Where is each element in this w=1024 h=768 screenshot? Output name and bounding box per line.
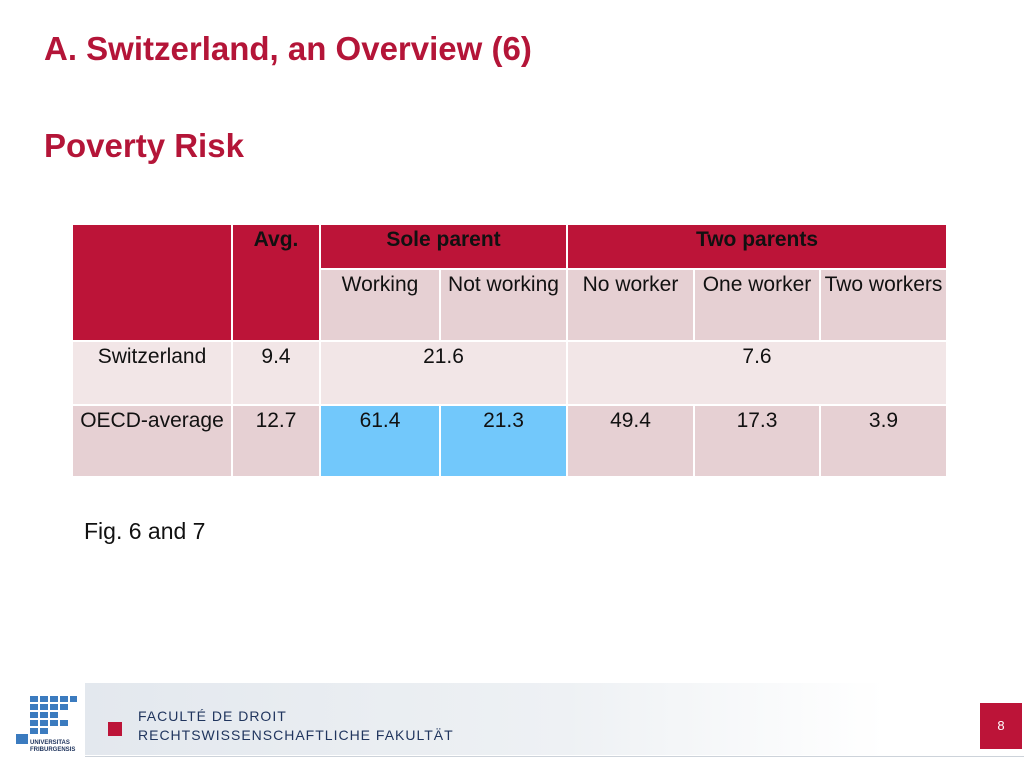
switzerland-avg: 9.4 xyxy=(233,342,319,404)
oecd-two-workers: 3.9 xyxy=(821,406,946,476)
subheader-two-workers: Two workers xyxy=(821,270,946,340)
table-row: OECD-average 12.7 61.4 21.3 49.4 17.3 3.… xyxy=(73,406,946,476)
subheader-one-worker: One worker xyxy=(695,270,819,340)
corner-header-cell xyxy=(73,225,231,340)
slide-title: A. Switzerland, an Overview (6) xyxy=(44,30,532,67)
oecd-avg: 12.7 xyxy=(233,406,319,476)
row-label-oecd-average: OECD-average xyxy=(73,406,231,476)
faculty-marker-icon xyxy=(108,722,122,736)
header-two-parents: Two parents xyxy=(568,225,946,268)
header-sole-parent: Sole parent xyxy=(321,225,566,268)
footer-band xyxy=(85,683,885,755)
oecd-one-worker: 17.3 xyxy=(695,406,819,476)
svg-text:FRIBURGENSIS: FRIBURGENSIS xyxy=(30,747,75,753)
switzerland-two-parents: 7.6 xyxy=(568,342,946,404)
oecd-working: 61.4 xyxy=(321,406,439,476)
slide-subtitle: Poverty Risk xyxy=(44,127,244,164)
page-number-badge: 8 xyxy=(980,703,1022,749)
faculty-name-german: RECHTSWISSENSCHAFTLICHE FAKULTÄT xyxy=(138,727,454,743)
switzerland-sole-parent: 21.6 xyxy=(321,342,566,404)
figure-caption: Fig. 6 and 7 xyxy=(84,518,206,544)
faculty-name-french: FACULTÉ DE DROIT xyxy=(138,708,287,724)
table-row: Switzerland 9.4 21.6 7.6 xyxy=(73,342,946,404)
poverty-risk-table: Avg. Sole parent Two parents Working Not… xyxy=(71,223,948,478)
subheader-no-worker: No worker xyxy=(568,270,693,340)
university-logo-icon: UNIVERSITAS FRIBURGENSIS xyxy=(16,696,77,753)
subheader-not-working: Not working xyxy=(441,270,566,340)
svg-text:UNIVERSITAS: UNIVERSITAS xyxy=(30,740,70,746)
oecd-no-worker: 49.4 xyxy=(568,406,693,476)
footer-divider xyxy=(85,756,1024,757)
table-header-row: Avg. Sole parent Two parents xyxy=(73,225,946,340)
subheader-working: Working xyxy=(321,270,439,340)
header-avg: Avg. xyxy=(233,225,319,340)
table-subheader-row: Working Not working No worker One worker… xyxy=(73,270,946,340)
oecd-not-working: 21.3 xyxy=(441,406,566,476)
row-label-switzerland: Switzerland xyxy=(73,342,231,404)
